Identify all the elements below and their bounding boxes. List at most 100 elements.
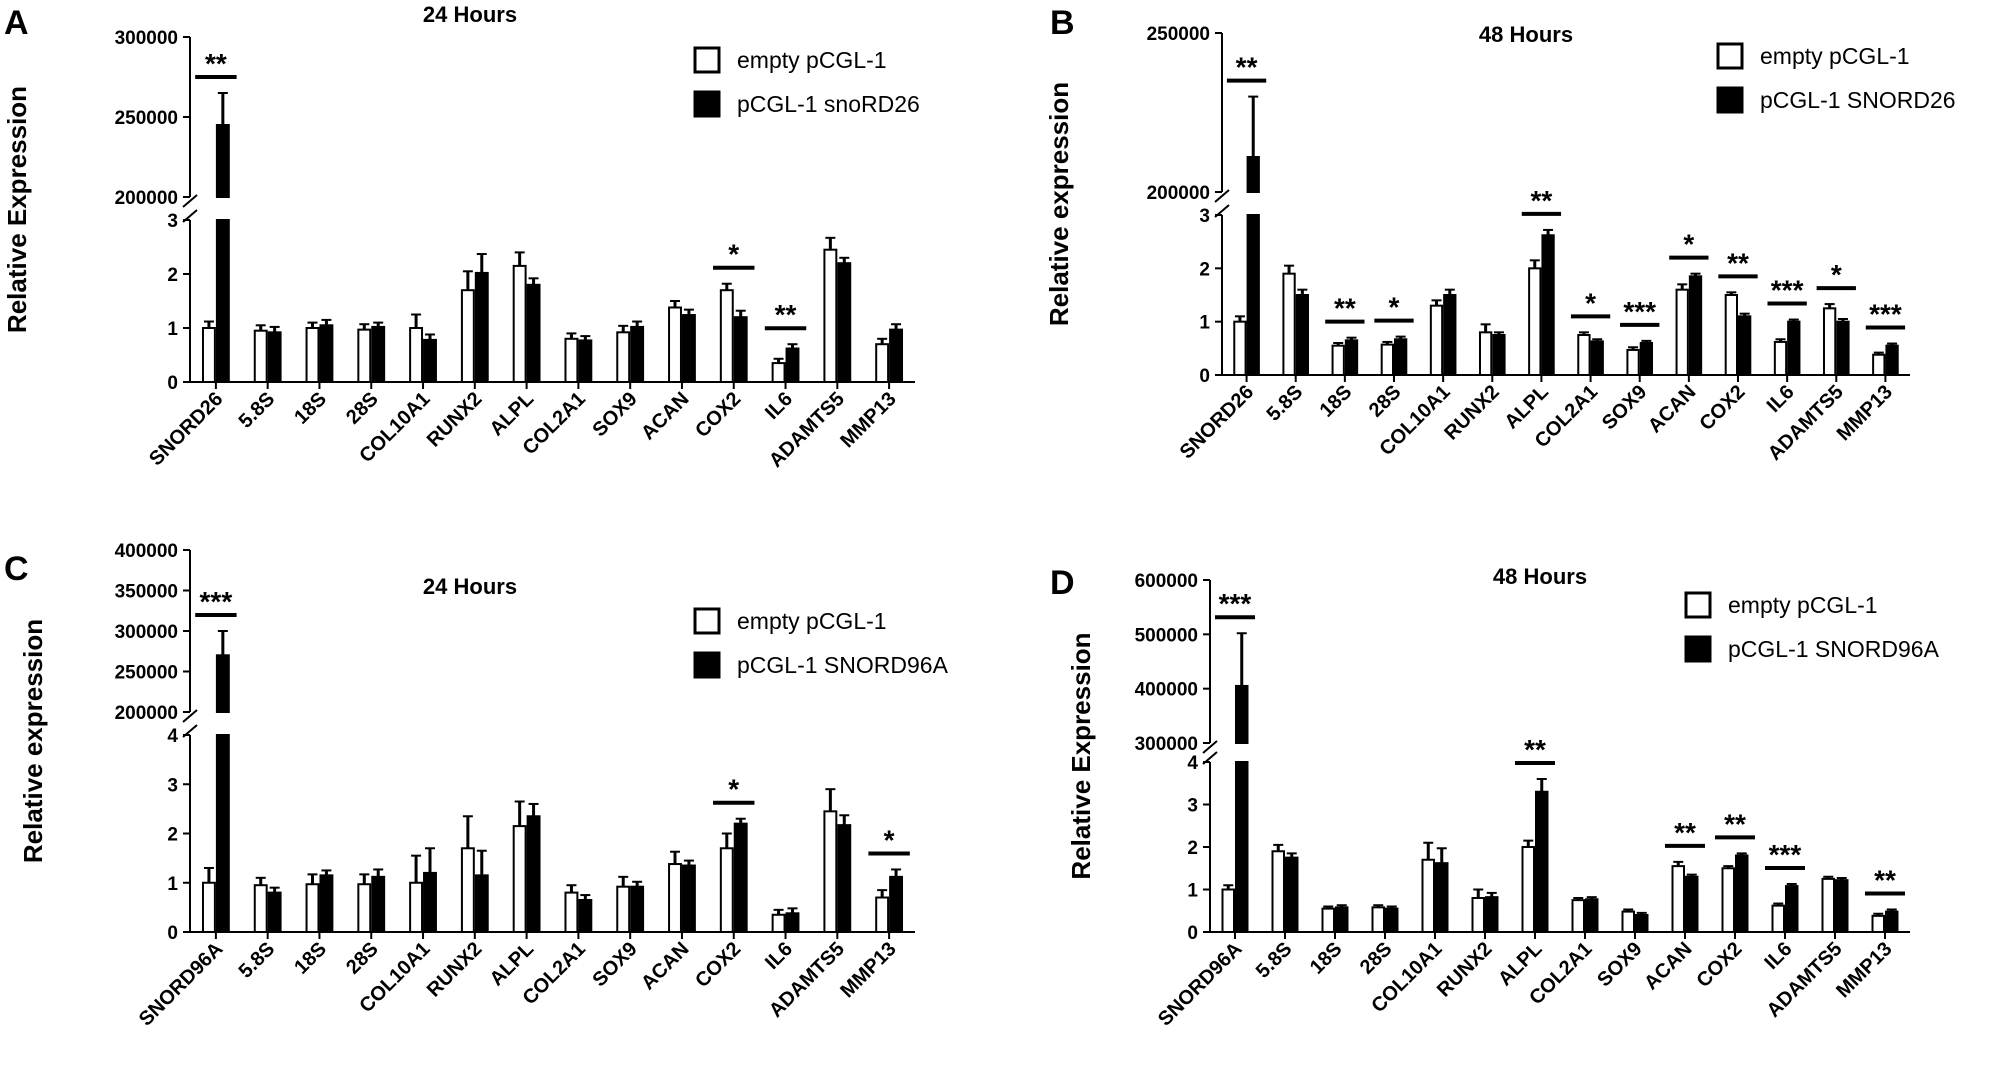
- panel-b-significance-col2a1: *: [1585, 287, 1596, 318]
- panel-c-bar-pcgl-1-snord96a-runx2: [474, 874, 489, 933]
- panel-d-bar-pcgl-1-snord96a-18s: [1335, 906, 1349, 933]
- panel-b-bar-empty-pcgl-1-5-8s: [1282, 272, 1296, 376]
- panel-a-ytick-label: 3: [167, 211, 178, 232]
- panel-a-bar-pcgl-1-snord26-adamts5: [837, 262, 852, 384]
- panel-c-bar-empty-pcgl-1-alpl: [512, 825, 527, 933]
- panel-d-legend-swatch-empty-pcgl-1: [1684, 591, 1712, 619]
- panel-a-ylabel: Relative Expression: [2, 86, 32, 333]
- panel-b-bar-pcgl-1-snord26-sox9: [1639, 342, 1654, 376]
- panel-b-bar-pcgl-1-snord26-cox2: [1738, 315, 1752, 377]
- panel-d-significance-cox2: **: [1724, 808, 1746, 839]
- panel-d-xtick-label-28s: 28S: [1356, 938, 1397, 979]
- panel-d-bar-empty-pcgl-1-mmp13: [1871, 914, 1885, 933]
- panel-d-letter: D: [1050, 564, 1075, 602]
- panel-c-letter: C: [4, 550, 29, 588]
- panel-c-bar-pcgl-1-snord96a-sox9: [630, 885, 645, 934]
- panel-a-bar-pcgl-1-snord26-runx2: [474, 271, 489, 384]
- panel-d-ylabel: Relative Expression: [1066, 632, 1096, 879]
- panel-c-significance-cox2: *: [728, 774, 739, 805]
- panel-d-bar-empty-pcgl-1-5-8s: [1271, 850, 1285, 933]
- panel-c-bar-empty-pcgl-1-cox2: [719, 847, 734, 934]
- panel-a-bar-empty-pcgl-1-5-8s: [253, 329, 268, 384]
- panel-b-xtick-label-18s: 18S: [1316, 381, 1357, 422]
- panel-d-bar-empty-pcgl-1-28s: [1371, 906, 1385, 933]
- panel-b-bar-pcgl-1-snord26-5-8s: [1295, 294, 1310, 376]
- panel-d-ytick-label: 2: [1187, 838, 1198, 859]
- panel-c-bar-empty-pcgl-1-runx2: [460, 847, 475, 934]
- panel-b-bar-empty-pcgl-1-28s: [1380, 343, 1395, 377]
- panel-d-bar-empty-pcgl-1-acan: [1671, 865, 1685, 933]
- panel-b-significance-snord26: **: [1236, 52, 1258, 83]
- panel-a-bar-empty-pcgl-1-runx2: [460, 289, 475, 384]
- panel-c-axis-break-0: [182, 709, 198, 723]
- panel-b-xtick-label-il6: IL6: [1763, 381, 1799, 417]
- panel-b-axis-break-0: [1214, 189, 1230, 203]
- panel-c-legend-swatch-empty-pcgl-1: [693, 607, 721, 635]
- panel-a-xtick-label-mmp13: MMP13: [836, 388, 900, 452]
- panel-b-bar-pcgl-1-snord26-acan: [1688, 275, 1703, 377]
- panel-b-bar-empty-pcgl-1-sox9: [1626, 348, 1640, 376]
- panel-b-xtick-label-mmp13: MMP13: [1833, 381, 1897, 445]
- panel-c-ytick-label: 3: [167, 775, 178, 796]
- panel-d-bar-pcgl-1-snord96a-alpl: [1535, 790, 1549, 933]
- panel-a-bar-pcgl-1-snord26-5-8s: [267, 331, 282, 384]
- panel-b-bar-pcgl-1-snord26-snord26: [1246, 156, 1260, 194]
- panel-a-bar-pcgl-1-snord26-mmp13: [889, 328, 904, 383]
- panel-d-axis-break-0: [1202, 740, 1218, 754]
- panel-c-significance-mmp13: *: [884, 824, 895, 855]
- panel-d-bar-empty-pcgl-1-alpl: [1521, 846, 1535, 933]
- panel-b-ytick-label: 200000: [1147, 183, 1210, 204]
- panel-d-bar-empty-pcgl-1-il6: [1771, 904, 1785, 934]
- panel-c-ytick-label: 400000: [115, 541, 178, 562]
- panel-b-ytick-label: 3: [1199, 206, 1210, 227]
- panel-d-significance-alpl: **: [1524, 734, 1546, 765]
- panel-c-bar-pcgl-1-snord96a-alpl: [526, 815, 541, 934]
- panel-b-bar-empty-pcgl-1-18s: [1331, 344, 1345, 376]
- panel-c-bar-pcgl-1-snord96a-snord96a: [215, 654, 230, 713]
- panel-c-xtick-label-acan: ACAN: [637, 938, 693, 994]
- panel-a-bar-pcgl-1-snord26-28s: [371, 325, 386, 384]
- panel-d-bar-pcgl-1-snord96a-cox2: [1735, 854, 1749, 933]
- panel-a-bar-empty-pcgl-1-28s: [357, 328, 372, 383]
- panel-c-bar-empty-pcgl-1-snord96a: [201, 881, 216, 933]
- panel-b-significance-il6: ***: [1771, 275, 1804, 306]
- panel-c-xtick-label-sox9: SOX9: [588, 938, 641, 991]
- panel-d-bar-pcgl-1-snord96a-mmp13: [1885, 910, 1899, 933]
- panel-a-legend-swatch-pcgl-1-snord26: [693, 90, 721, 118]
- panel-d-legend-swatch-pcgl-1-snord96a: [1684, 635, 1712, 663]
- panel-d-bar-pcgl-1-snord96a-snord96a-lower: [1235, 761, 1249, 933]
- panel-c-ytick-label: 2: [167, 825, 178, 846]
- panel-a-xtick-label-snord26: SNORD26: [145, 388, 227, 470]
- panel-d-bar-empty-pcgl-1-col10a1: [1421, 858, 1435, 933]
- panel-b-legend-swatch-pcgl-1-snord26: [1716, 86, 1744, 114]
- panel-c-bar-pcgl-1-snord96a-18s: [319, 874, 334, 933]
- panel-d-xtick-label-runx2: RUNX2: [1433, 938, 1496, 1001]
- panel-c-bar-empty-pcgl-1-adamts5: [823, 810, 838, 934]
- panel-c-ylabel: Relative expression: [18, 619, 48, 863]
- panel-a-bar-pcgl-1-snord26-alpl: [526, 283, 541, 383]
- panel-b-significance-28s: *: [1389, 292, 1400, 323]
- panel-d-bar-empty-pcgl-1-cox2: [1721, 867, 1735, 933]
- panel-c-xtick-label-18s: 18S: [290, 938, 331, 979]
- panel-a-letter: A: [4, 4, 29, 42]
- panel-b-xtick-label-5-8s: 5.8S: [1263, 381, 1308, 426]
- panel-c-significance-snord96a: ***: [200, 586, 233, 617]
- panel-a-title: 24 Hours: [423, 2, 517, 27]
- panel-b-significance-mmp13: ***: [1869, 299, 1902, 330]
- panel-d-bar-pcgl-1-snord96a-5-8s: [1285, 856, 1299, 933]
- panel-d-ytick-label: 1: [1187, 881, 1198, 902]
- panel-a-xtick-label-acan: ACAN: [637, 388, 693, 444]
- panel-c-ytick-label: 350000: [115, 582, 178, 603]
- panel-c-legend-label-pcgl-1-snord96a: pCGL-1 SNORD96A: [737, 652, 949, 678]
- panel-d-significance-il6: ***: [1769, 839, 1802, 870]
- panel-c-bar-pcgl-1-snord96a-5-8s: [267, 891, 282, 933]
- panel-b-title: 48 Hours: [1479, 22, 1573, 47]
- panel-a-xtick-label-28s: 28S: [342, 388, 383, 429]
- panel-c-bar-pcgl-1-snord96a-col10a1: [423, 871, 437, 934]
- panel-c-bar-empty-pcgl-1-acan: [668, 863, 682, 933]
- panel-a-bar-pcgl-1-snord26-snord26: [215, 124, 230, 198]
- panel-a-legend-swatch-empty-pcgl-1: [693, 46, 721, 74]
